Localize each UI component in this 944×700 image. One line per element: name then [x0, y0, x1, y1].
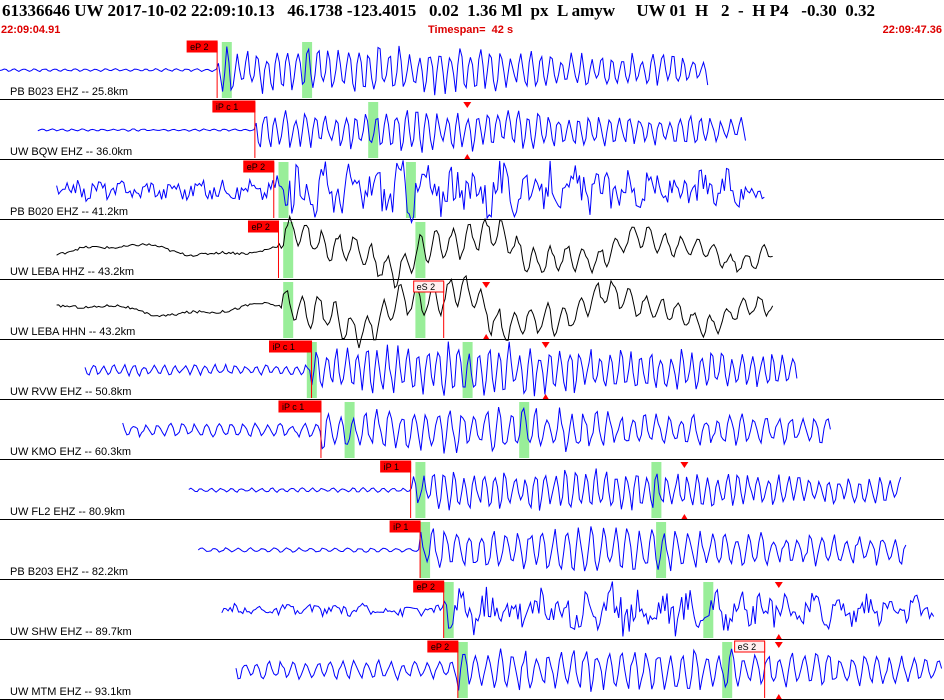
start-time-label: 22:09:04.91 [1, 24, 61, 36]
phase-pick-label-box[interactable] [247, 220, 279, 233]
analysis-window-marker [415, 222, 426, 278]
amplitude-marker-icon [681, 514, 688, 519]
waveform-trace [84, 341, 798, 397]
analysis-window-marker [344, 402, 355, 458]
station-label: PB B203 EHZ -- 82.2km [10, 566, 128, 578]
waveform-trace [56, 160, 765, 225]
phase-pick-label: iP 1 [393, 522, 408, 532]
station-label: PB B023 EHZ -- 25.8km [10, 86, 128, 98]
trace-row[interactable]: eP 2 PB B023 EHZ -- 25.8km [0, 40, 944, 100]
trace-row[interactable]: eP 2 UW SHW EHZ -- 89.7km [0, 580, 944, 640]
station-label: UW SHW EHZ -- 89.7km [10, 626, 132, 638]
amplitude-marker-icon [464, 154, 471, 159]
analysis-window-marker [405, 162, 416, 218]
trace-row[interactable]: eS 2 UW LEBA HHN -- 43.2km [0, 274, 944, 349]
phase-pick-label: iP c 1 [282, 402, 304, 412]
analysis-window-marker [420, 522, 431, 578]
phase-pick-label-box[interactable] [243, 160, 275, 173]
waveform-trace [56, 214, 773, 289]
analysis-window-marker [283, 222, 294, 278]
analysis-window-marker [457, 642, 468, 698]
analysis-window-marker [221, 42, 232, 98]
amplitude-marker-icon [774, 582, 783, 588]
phase-pick-label: eP 2 [190, 42, 208, 52]
station-label: PB B020 EHZ -- 41.2km [10, 206, 128, 218]
station-label: UW LEBA HHZ -- 43.2km [10, 266, 134, 278]
phase-pick-label-box[interactable] [278, 400, 322, 413]
station-label: UW KMO EHZ -- 60.3km [10, 446, 131, 458]
phase-pick-label-box[interactable] [212, 100, 256, 113]
phase-pick-label-box[interactable] [734, 640, 766, 653]
analysis-window-marker [283, 282, 294, 338]
station-label: UW FL2 EHZ -- 80.9km [10, 506, 125, 518]
phase-pick-label: iP c 1 [273, 342, 295, 352]
waveform-trace [221, 581, 935, 637]
amplitude-marker-icon [680, 462, 689, 468]
amplitude-marker-icon [542, 394, 549, 399]
phase-pick-label: iP 1 [384, 462, 399, 472]
amplitude-marker-icon [775, 694, 782, 699]
trace-row[interactable]: iP c 1 UW KMO EHZ -- 60.3km [0, 400, 944, 460]
phase-pick-label: eS 2 [417, 282, 436, 292]
trace-row[interactable]: iP 1 UW FL2 EHZ -- 80.9km [0, 460, 944, 520]
trace-row[interactable]: iP c 1 UW BQW EHZ -- 36.0km [0, 100, 944, 160]
analysis-window-marker [462, 342, 473, 398]
trace-row[interactable]: eP 2 UW LEBA HHZ -- 43.2km [0, 214, 944, 289]
event-summary-title: 61336646 UW 2017-10-02 22:09:10.13 46.17… [2, 1, 875, 20]
waveform-trace [37, 110, 746, 153]
amplitude-marker-icon [541, 342, 550, 348]
phase-pick-label: eP 2 [247, 162, 265, 172]
phase-pick-label: eP 2 [417, 582, 435, 592]
timespan-label: Timespan= 42 s [428, 24, 514, 36]
waveform-trace [197, 526, 907, 572]
analysis-window-marker [703, 582, 714, 638]
amplitude-marker-icon [483, 334, 490, 339]
phase-pick-label-box[interactable] [186, 40, 218, 53]
station-label: UW BQW EHZ -- 36.0km [10, 146, 132, 158]
phase-pick-label-box[interactable] [413, 580, 445, 593]
amplitude-marker-icon [775, 634, 782, 639]
amplitude-marker-icon [482, 282, 491, 288]
trace-row[interactable]: iP 1 PB B203 EHZ -- 82.2km [0, 520, 944, 580]
phase-pick-label-box[interactable] [269, 340, 313, 353]
phase-pick-label-box[interactable] [427, 640, 459, 653]
waveform-trace [188, 468, 902, 511]
waveform-trace [122, 406, 831, 454]
seismogram-header: 61336646 UW 2017-10-02 22:09:10.13 46.17… [0, 0, 944, 40]
phase-pick-label-box[interactable] [380, 460, 412, 473]
phase-pick-label: iP c 1 [216, 102, 238, 112]
analysis-window-marker [519, 402, 530, 458]
analysis-window-marker [368, 102, 379, 158]
waveform-trace [0, 45, 709, 96]
phase-pick-label: eP 2 [431, 642, 449, 652]
station-label: UW LEBA HHN -- 43.2km [10, 326, 135, 338]
analysis-window-marker [415, 282, 426, 338]
trace-row[interactable]: eP 2 eS 2 UW MTM EHZ -- 93.1km [0, 640, 944, 700]
trace-row[interactable]: iP c 1 UW RVW EHZ -- 50.8km [0, 340, 944, 400]
phase-pick-label: eP 2 [251, 222, 269, 232]
station-label: UW RVW EHZ -- 50.8km [10, 386, 131, 398]
analysis-window-marker [722, 642, 733, 698]
amplitude-marker-icon [463, 102, 472, 108]
phase-pick-label-box[interactable] [389, 520, 421, 533]
amplitude-marker-icon [774, 642, 783, 648]
waveform-trace [235, 648, 943, 692]
trace-row[interactable]: eP 2 PB B020 EHZ -- 41.2km [0, 160, 944, 225]
analysis-window-marker [302, 42, 313, 98]
seismogram-traces-panel[interactable]: eP 2 PB B023 EHZ -- 25.8km iP c 1 UW BQW EH… [0, 40, 944, 700]
analysis-window-marker [443, 582, 454, 638]
station-label: UW MTM EHZ -- 93.1km [10, 686, 131, 698]
analysis-window-marker [415, 462, 426, 518]
phase-pick-label: eS 2 [738, 642, 757, 652]
analysis-window-marker [651, 462, 662, 518]
phase-pick-label-box[interactable] [413, 280, 445, 293]
end-time-label: 22:09:47.36 [882, 24, 942, 36]
